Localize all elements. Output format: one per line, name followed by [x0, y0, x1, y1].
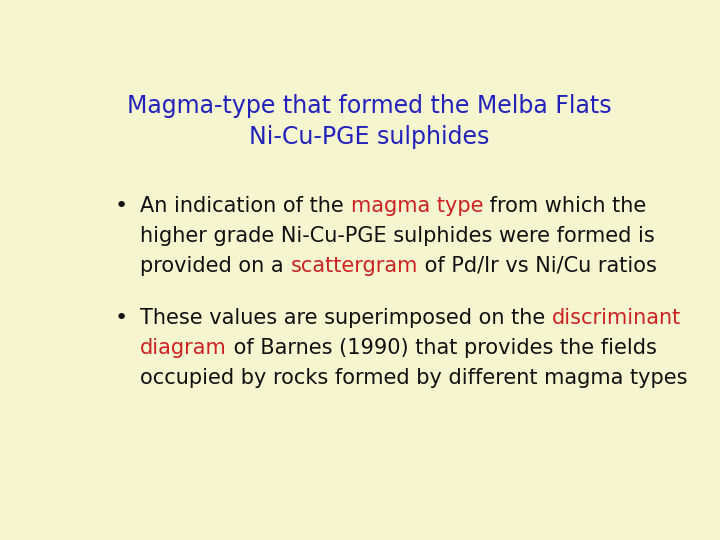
- Text: Magma-type that formed the Melba Flats
Ni-Cu-PGE sulphides: Magma-type that formed the Melba Flats N…: [127, 94, 611, 148]
- Text: An indication of the: An indication of the: [140, 196, 351, 216]
- Text: higher grade Ni-Cu-PGE sulphides were formed is: higher grade Ni-Cu-PGE sulphides were fo…: [140, 226, 655, 246]
- Text: of Pd/Ir vs Ni/Cu ratios: of Pd/Ir vs Ni/Cu ratios: [418, 255, 657, 275]
- Text: •: •: [115, 196, 128, 216]
- Text: diagram: diagram: [140, 338, 227, 358]
- Text: magma type: magma type: [351, 196, 483, 216]
- Text: provided on a: provided on a: [140, 255, 290, 275]
- Text: scattergram: scattergram: [290, 255, 418, 275]
- Text: occupied by rocks formed by different magma types: occupied by rocks formed by different ma…: [140, 368, 688, 388]
- Text: of Barnes (1990) that provides the fields: of Barnes (1990) that provides the field…: [227, 338, 657, 358]
- Text: •: •: [115, 308, 128, 328]
- Text: discriminant: discriminant: [552, 308, 681, 328]
- Text: These values are superimposed on the: These values are superimposed on the: [140, 308, 552, 328]
- Text: from which the: from which the: [483, 196, 647, 216]
